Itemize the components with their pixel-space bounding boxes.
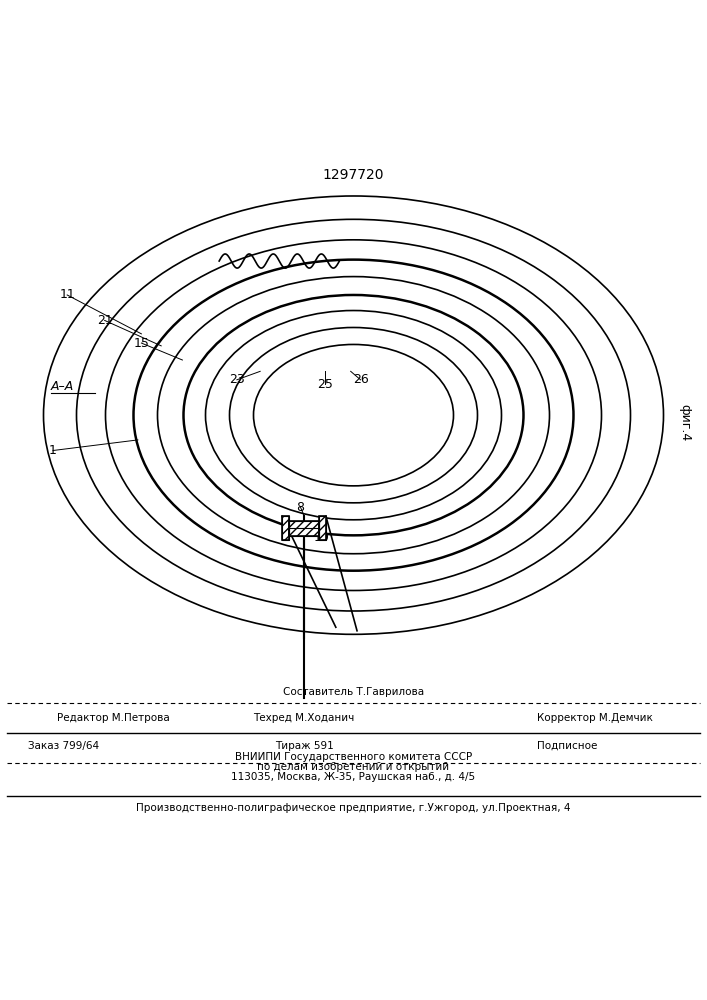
Bar <box>319 516 326 540</box>
Bar <box>289 521 319 536</box>
Text: Производственно-полиграфическое предприятие, г.Ужгород, ул.Проектная, 4: Производственно-полиграфическое предприя… <box>136 803 571 813</box>
Text: А–А: А–А <box>51 380 74 393</box>
Text: Тираж 591: Тираж 591 <box>274 741 334 751</box>
Text: Корректор М.Демчик: Корректор М.Демчик <box>537 713 653 723</box>
Text: фиг.4: фиг.4 <box>678 404 691 441</box>
Text: Составитель Т.Гаврилова: Составитель Т.Гаврилова <box>283 687 424 697</box>
Text: по делам изобретений и открытий: по делам изобретений и открытий <box>257 762 450 772</box>
Text: 11: 11 <box>59 288 75 301</box>
Text: 15: 15 <box>134 337 149 350</box>
Text: Техред М.Ходанич: Техред М.Ходанич <box>253 713 355 723</box>
Text: 26: 26 <box>353 373 368 386</box>
Text: ВНИИПИ Государственного комитета СССР: ВНИИПИ Государственного комитета СССР <box>235 752 472 762</box>
Text: 21: 21 <box>97 314 112 327</box>
Bar <box>289 521 319 536</box>
Text: 10: 10 <box>314 531 329 544</box>
Bar <box>319 516 326 540</box>
Bar <box>282 516 289 540</box>
Bar <box>282 516 289 540</box>
Text: 8: 8 <box>296 501 305 514</box>
Text: Редактор М.Петрова: Редактор М.Петрова <box>57 713 169 723</box>
Text: 25: 25 <box>317 378 333 391</box>
Bar <box>282 516 289 540</box>
Text: Подписное: Подписное <box>537 741 597 751</box>
Text: Заказ 799/64: Заказ 799/64 <box>28 741 100 751</box>
Text: 1297720: 1297720 <box>323 168 384 182</box>
Text: 23: 23 <box>229 373 245 386</box>
Bar <box>289 521 319 536</box>
Text: 1: 1 <box>49 444 57 457</box>
Text: 113035, Москва, Ж-35, Раушская наб., д. 4/5: 113035, Москва, Ж-35, Раушская наб., д. … <box>231 772 476 782</box>
Bar <box>319 516 326 540</box>
